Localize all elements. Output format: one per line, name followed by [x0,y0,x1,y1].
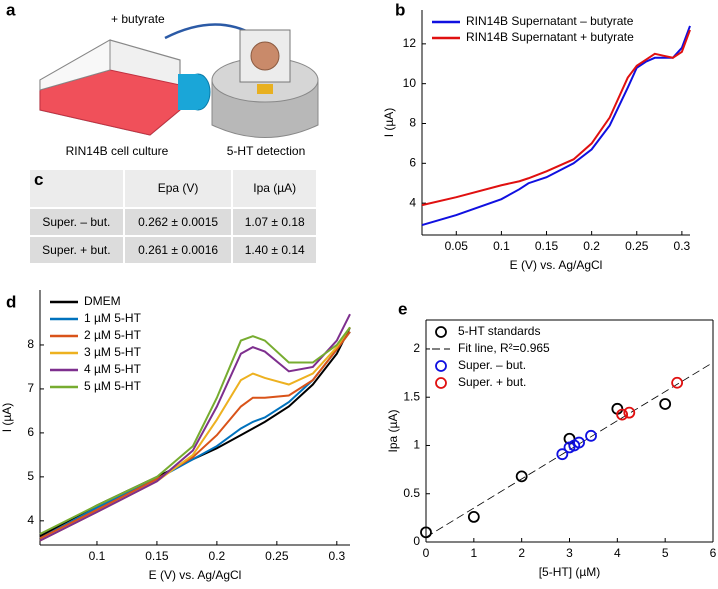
point [585,429,597,442]
x-tick-label: 3 [566,546,573,560]
y-tick-label: 4 [27,513,34,527]
y-tick-label: 0.5 [403,486,420,500]
column-header: Ipa (µA) [231,168,318,209]
point [467,511,480,523]
results-table: c Epa (V) Ipa (µA) Super. – but. 0.262 ± … [28,168,318,266]
point [616,408,629,421]
legend-swatch [435,377,447,389]
x-tick-label: 1 [470,546,477,560]
x-tick-label: 0.2 [583,239,600,253]
panel-label: c [28,168,125,209]
point [659,398,672,410]
y-tick-label: 10 [403,76,417,90]
x-tick-label: 0.15 [145,549,169,563]
x-tick-label: 0.05 [445,239,469,253]
x-tick-label: 0.25 [265,549,289,563]
y-tick-label: 1.5 [403,389,420,403]
x-tick-label: 0.25 [625,239,649,253]
legend-swatch [435,360,447,372]
legend-label: 1 µM 5-HT [84,311,142,325]
x-tick-label: 0.3 [674,239,691,253]
x-tick-label: 5 [662,546,669,560]
point [573,436,585,449]
panel-label: d [6,292,16,311]
point [623,406,636,419]
legend-label: RIN14B Supernatant + butyrate [466,30,634,44]
annotation: + butyrate [111,12,165,26]
legend-label: Fit line, R²=0.965 [458,341,550,355]
y-tick-label: 6 [27,425,34,439]
legend-swatch [435,326,447,338]
panel-label: b [395,0,405,19]
cell: 0.262 ± 0.0015 [122,206,234,237]
detector [211,29,319,138]
x-axis-label: E (V) vs. Ag/AgCl [510,258,603,272]
y-axis-label: Ipa (µA) [386,410,400,453]
point [420,526,432,539]
x-tick-label: 0.2 [209,549,226,563]
cell: Super. – but. [28,206,125,237]
y-tick-label: 12 [403,36,417,50]
legend-label: 5 µM 5-HT [84,379,142,393]
y-tick-label: 0 [413,534,420,548]
y-axis-label: I (µA) [0,403,14,433]
cell: 1.40 ± 0.14 [231,234,318,266]
y-tick-label: 5 [27,469,34,483]
cell: Super. + but. [28,234,125,266]
legend-label: Super. – but. [458,358,526,372]
cell: 1.07 ± 0.18 [231,206,318,237]
y-tick-label: 7 [27,381,34,395]
fit-line [425,362,714,538]
legend-label: 4 µM 5-HT [84,362,142,376]
legend-label: 3 µM 5-HT [84,345,142,359]
flask [39,39,211,136]
caption: 5-HT detection [227,144,306,158]
panel-label: a [6,0,16,19]
y-tick-label: 8 [27,337,34,351]
x-tick-label: 0.1 [89,549,106,563]
x-tick-label: 0.3 [328,549,345,563]
legend-label: RIN14B Supernatant – butyrate [466,14,634,28]
x-tick-label: 6 [710,546,717,560]
x-tick-label: 4 [614,546,621,560]
point [556,448,569,461]
line [39,313,351,542]
cell: 0.261 ± 0.0016 [122,234,234,266]
panel-label: e [398,299,407,318]
point [515,470,528,483]
legend-label: Super. + but. [458,375,526,389]
x-axis-label: E (V) vs. Ag/AgCl [149,568,242,582]
x-tick-label: 0.1 [493,239,510,253]
line [39,331,351,540]
legend-label: DMEM [84,294,121,308]
y-axis-label: I (µA) [382,108,396,138]
x-tick-label: 2 [518,546,525,560]
y-tick-label: 8 [409,116,416,130]
line [39,326,351,542]
y-tick-label: 2 [413,341,420,355]
x-axis-label: [5-HT] (µM) [539,565,601,579]
line [39,326,351,535]
line [421,25,691,227]
legend-label: 2 µM 5-HT [84,328,142,342]
y-tick-label: 1 [413,438,420,452]
line [421,29,691,207]
x-tick-label: 0.15 [535,239,559,253]
column-header: Epa (V) [122,168,234,209]
caption: RIN14B cell culture [66,144,169,158]
y-tick-label: 6 [409,155,416,169]
y-tick-label: 4 [409,195,416,209]
x-tick-label: 0 [423,546,430,560]
point [671,376,684,389]
legend-label: 5-HT standards [458,324,540,338]
